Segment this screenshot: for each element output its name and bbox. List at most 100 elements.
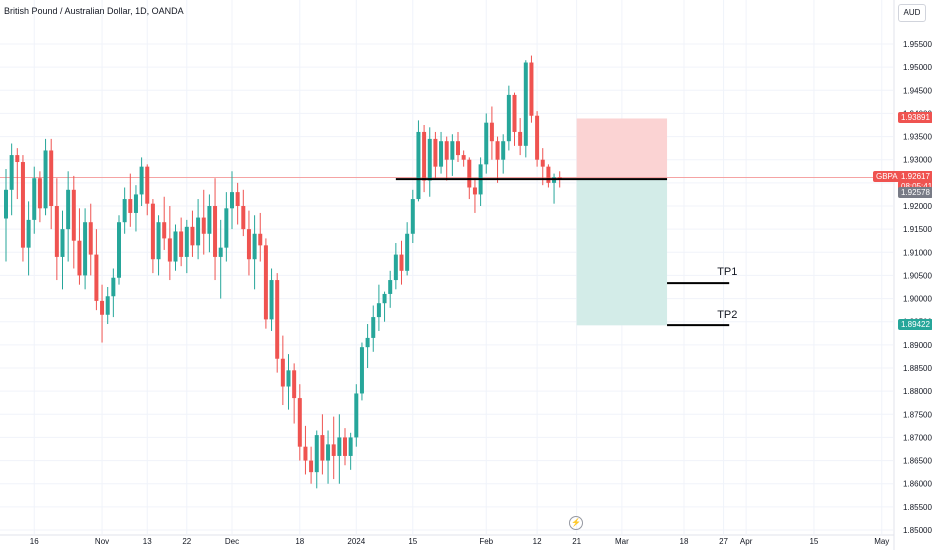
y-tick-label: 1.93500 bbox=[903, 133, 932, 142]
x-tick-label: 18 bbox=[680, 537, 689, 546]
candle-body bbox=[484, 122, 489, 165]
candle-body bbox=[111, 277, 116, 297]
candle-body bbox=[179, 231, 184, 257]
candle-body bbox=[252, 233, 257, 260]
y-tick-label: 1.95500 bbox=[903, 40, 932, 49]
candle-body bbox=[128, 199, 133, 213]
stop-price-tag: 1.93891 bbox=[898, 112, 932, 124]
candle-body bbox=[399, 254, 404, 271]
x-tick-label: 16 bbox=[30, 537, 39, 546]
candle-body bbox=[427, 138, 432, 181]
candle-body bbox=[337, 437, 342, 456]
candle-body bbox=[343, 437, 347, 456]
candle-body bbox=[467, 159, 472, 188]
candle-body bbox=[235, 192, 240, 206]
candle-body bbox=[280, 358, 285, 387]
candle-body bbox=[173, 231, 178, 262]
candle-body bbox=[32, 178, 37, 220]
x-tick-label: 13 bbox=[143, 537, 152, 546]
candle-body bbox=[100, 300, 105, 315]
x-tick-label: 21 bbox=[572, 537, 581, 546]
candle-body bbox=[512, 94, 517, 132]
y-tick-label: 1.85500 bbox=[903, 503, 932, 512]
candle-body bbox=[15, 155, 20, 163]
x-tick-label: 18 bbox=[295, 537, 304, 546]
candlesticks bbox=[4, 55, 562, 489]
candle-body bbox=[156, 222, 161, 260]
candle-body bbox=[309, 460, 314, 473]
candle-body bbox=[501, 141, 506, 160]
candle-body bbox=[184, 226, 189, 257]
candle-body bbox=[359, 347, 364, 394]
y-tick-label: 1.92000 bbox=[903, 202, 932, 211]
candle-body bbox=[286, 370, 291, 387]
candle-body bbox=[371, 317, 376, 338]
candle-body bbox=[122, 199, 127, 223]
candle-body bbox=[331, 444, 336, 456]
candle-body bbox=[518, 131, 523, 146]
x-tick-label: 15 bbox=[408, 537, 417, 546]
candle-body bbox=[546, 166, 551, 183]
target-price-tag: 1.89422 bbox=[898, 319, 932, 331]
y-tick-label: 1.87000 bbox=[903, 433, 932, 442]
x-tick-label: 27 bbox=[719, 537, 728, 546]
candle-body bbox=[326, 444, 331, 461]
take-profit-zone bbox=[576, 179, 668, 326]
candle-body bbox=[94, 254, 99, 301]
candle-body bbox=[320, 435, 325, 461]
chart-title: British Pound / Australian Dollar, 1D, O… bbox=[4, 6, 184, 16]
candle-body bbox=[150, 203, 155, 260]
candle-body bbox=[4, 189, 8, 219]
x-tick-label: 22 bbox=[182, 537, 191, 546]
candle-body bbox=[354, 393, 359, 438]
candle-body bbox=[405, 233, 410, 271]
candle-body bbox=[26, 219, 31, 248]
candle-body bbox=[314, 435, 319, 473]
chart-grid bbox=[0, 0, 893, 534]
candle-body bbox=[213, 206, 218, 257]
candle-body bbox=[88, 222, 93, 255]
y-tick-label: 1.86000 bbox=[903, 480, 932, 489]
y-tick-label: 1.88000 bbox=[903, 387, 932, 396]
y-tick-label: 1.95000 bbox=[903, 63, 932, 72]
y-tick-label: 1.93000 bbox=[903, 156, 932, 165]
candle-body bbox=[263, 245, 268, 320]
candle-body bbox=[20, 162, 25, 248]
symbol-price-tag: GBPAUD bbox=[873, 171, 913, 183]
y-tick-label: 1.87500 bbox=[903, 410, 932, 419]
x-tick-label: 12 bbox=[533, 537, 542, 546]
x-tick-label: Feb bbox=[479, 537, 493, 546]
candle-body bbox=[489, 122, 494, 142]
y-tick-label: 1.85000 bbox=[903, 526, 932, 535]
stop-loss-zone bbox=[576, 118, 668, 180]
candle-body bbox=[246, 229, 251, 260]
candle-body bbox=[275, 280, 280, 359]
flash-icon[interactable]: ⚡ bbox=[569, 516, 583, 530]
drawn-lines[interactable] bbox=[395, 178, 730, 327]
candle-body bbox=[348, 437, 353, 456]
y-tick-label: 1.88500 bbox=[903, 364, 932, 373]
current-price-tag: 1.92617 bbox=[898, 171, 932, 183]
candle-body bbox=[416, 131, 421, 200]
candle-body bbox=[523, 62, 528, 146]
candle-body bbox=[365, 337, 370, 348]
candle-body bbox=[230, 192, 234, 209]
candle-body bbox=[224, 208, 229, 248]
x-tick-label: Nov bbox=[95, 537, 109, 546]
y-tick-label: 1.86500 bbox=[903, 457, 932, 466]
y-tick-label: 1.91000 bbox=[903, 248, 932, 257]
candle-body bbox=[139, 166, 144, 195]
candle-body bbox=[201, 217, 206, 234]
x-tick-label: Apr bbox=[740, 537, 753, 546]
candle-body bbox=[162, 222, 167, 239]
candle-body bbox=[303, 446, 308, 461]
candle-body bbox=[433, 138, 438, 167]
y-tick-label: 1.94500 bbox=[903, 86, 932, 95]
candle-body bbox=[422, 131, 427, 181]
candle-body bbox=[535, 115, 540, 160]
x-tick-label: Dec bbox=[225, 537, 239, 546]
candle-body bbox=[37, 178, 42, 209]
currency-badge[interactable]: AUD bbox=[898, 4, 926, 22]
x-tick-label: Mar bbox=[615, 537, 629, 546]
